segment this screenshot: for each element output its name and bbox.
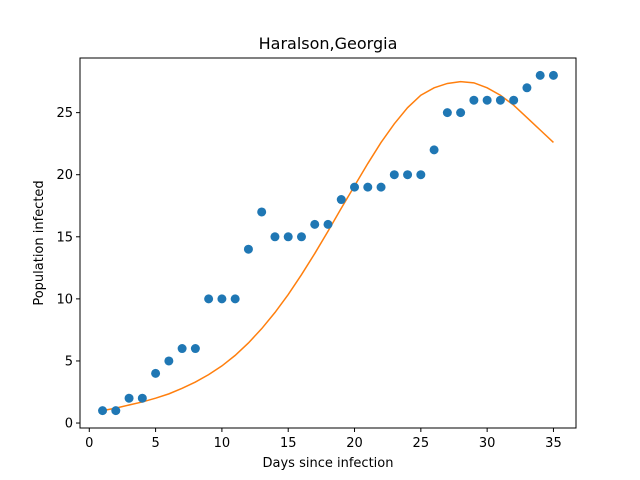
data-point — [177, 344, 187, 354]
x-tick-label: 10 — [214, 436, 231, 451]
data-point — [164, 356, 174, 366]
data-point — [111, 406, 121, 416]
data-point — [230, 294, 240, 304]
data-point — [429, 145, 439, 155]
data-point — [442, 108, 452, 118]
y-axis-label: Population infected — [32, 180, 47, 305]
y-tick-label: 15 — [56, 230, 73, 245]
x-tick-label: 25 — [413, 436, 430, 451]
data-point — [151, 368, 161, 378]
data-point — [336, 195, 346, 205]
data-point — [98, 406, 108, 416]
x-tick-label: 35 — [545, 436, 562, 451]
y-tick-label: 25 — [56, 106, 73, 121]
y-tick-label: 0 — [65, 417, 73, 432]
data-point — [204, 294, 214, 304]
data-point — [296, 232, 306, 242]
data-point — [283, 232, 293, 242]
data-point — [456, 108, 466, 118]
data-point — [270, 232, 280, 242]
data-point — [350, 182, 360, 192]
data-point — [190, 344, 200, 354]
data-point — [323, 219, 333, 229]
x-tick-label: 30 — [479, 436, 496, 451]
data-point — [217, 294, 227, 304]
x-tick-label: 20 — [346, 436, 363, 451]
x-tick-label: 0 — [85, 436, 93, 451]
axes-frame — [79, 57, 577, 429]
y-tick-label: 10 — [56, 292, 73, 307]
chart-title: Haralson,Georgia — [259, 34, 398, 53]
data-point — [416, 170, 426, 180]
data-point — [469, 95, 479, 105]
data-point — [548, 70, 558, 80]
fit-curve-line — [102, 80, 554, 412]
data-point — [535, 70, 545, 80]
data-point — [376, 182, 386, 192]
x-tick-label: 5 — [151, 436, 159, 451]
data-point — [389, 170, 399, 180]
data-point — [522, 83, 532, 93]
data-point — [243, 244, 253, 254]
data-point — [363, 182, 373, 192]
data-point — [403, 170, 413, 180]
data-point — [257, 207, 267, 217]
data-point — [310, 219, 320, 229]
y-tick-label: 20 — [56, 168, 73, 183]
plot-area — [98, 70, 558, 416]
x-axis: 0 5 10 15 20 25 30 35 — [85, 428, 562, 451]
data-point — [124, 393, 134, 403]
y-tick-label: 5 — [65, 354, 73, 369]
data-point — [509, 95, 519, 105]
data-point — [482, 95, 492, 105]
data-point — [495, 95, 505, 105]
x-tick-label: 15 — [280, 436, 297, 451]
y-axis: 0 5 10 15 20 25 — [56, 106, 80, 432]
data-point — [137, 393, 147, 403]
x-axis-label: Days since infection — [263, 456, 394, 471]
